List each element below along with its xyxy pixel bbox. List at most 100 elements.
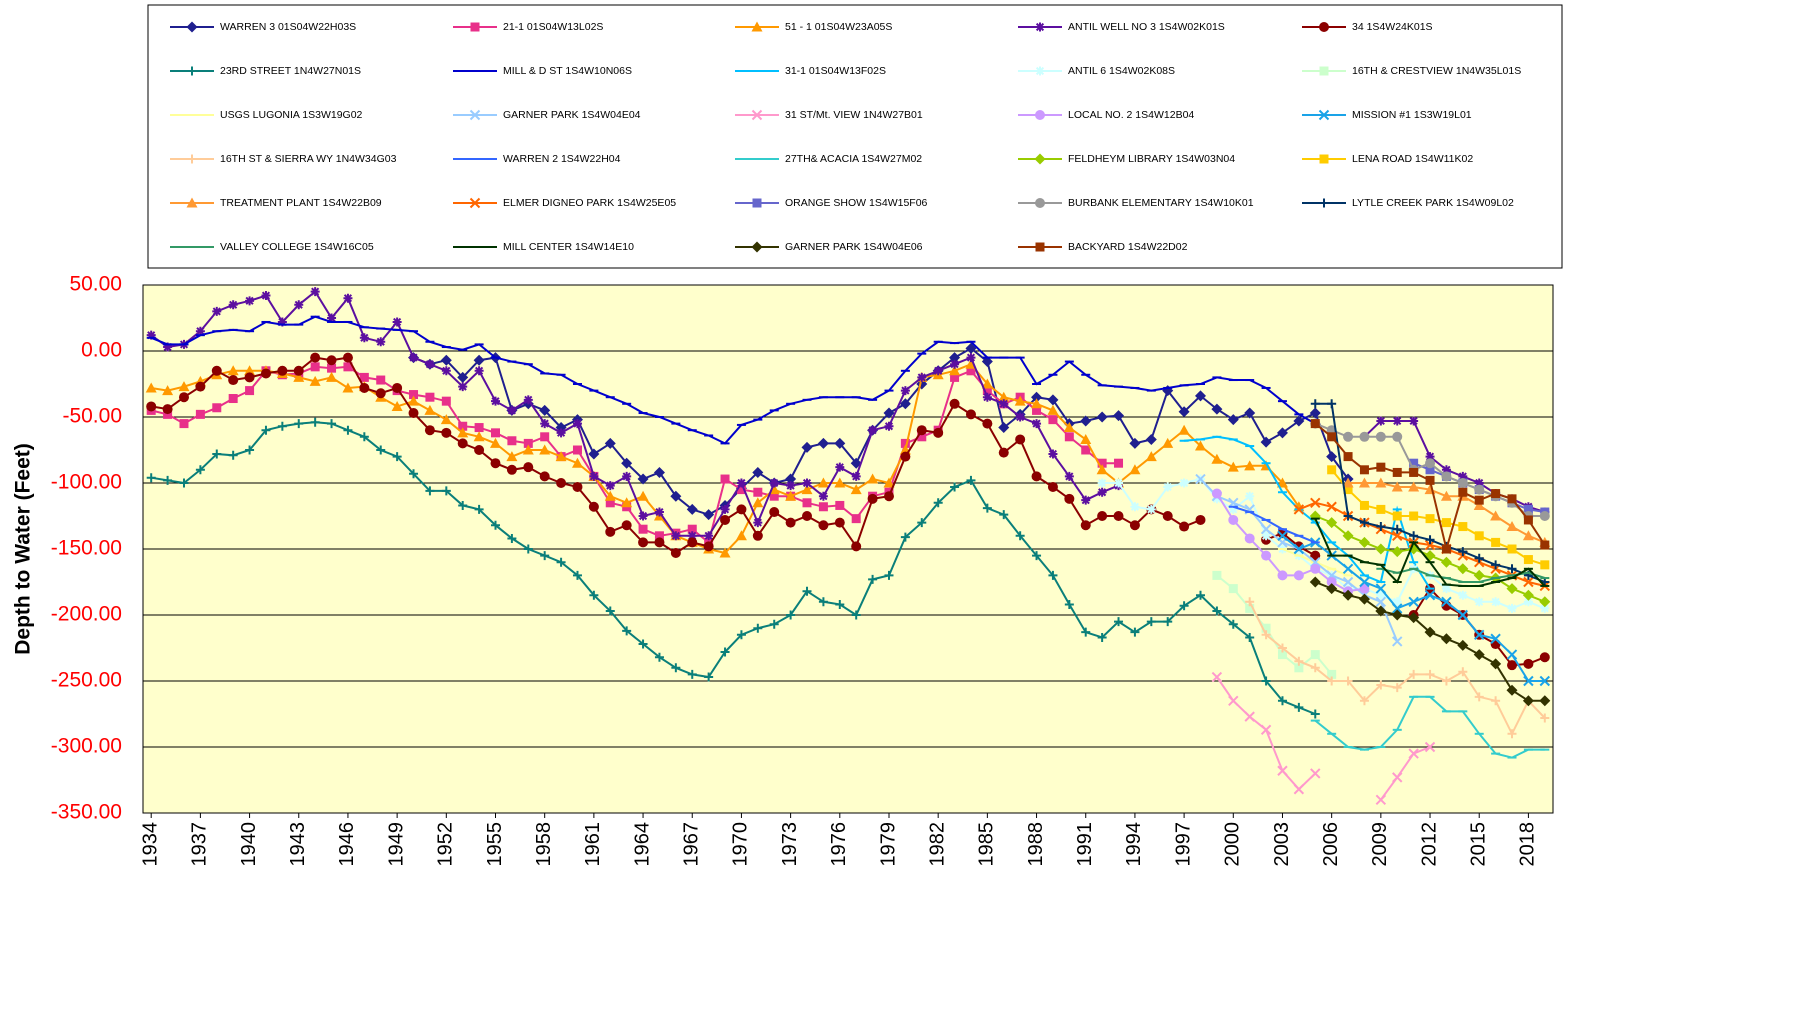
marker bbox=[1474, 484, 1485, 495]
marker bbox=[638, 639, 648, 649]
marker bbox=[1228, 619, 1238, 629]
marker bbox=[850, 484, 862, 495]
marker bbox=[212, 306, 222, 316]
marker bbox=[1097, 487, 1107, 497]
marker bbox=[720, 514, 731, 525]
marker bbox=[491, 396, 500, 406]
marker bbox=[621, 497, 633, 508]
legend-label: 27TH& ACACIA 1S4W27M02 bbox=[785, 153, 922, 165]
legend-marker bbox=[1319, 198, 1329, 208]
marker bbox=[1359, 583, 1370, 594]
marker bbox=[1260, 436, 1272, 448]
legend-marker bbox=[751, 21, 763, 32]
marker bbox=[917, 372, 927, 382]
marker bbox=[1047, 481, 1058, 492]
marker bbox=[966, 353, 976, 363]
marker bbox=[917, 432, 927, 442]
marker bbox=[1195, 440, 1206, 451]
marker bbox=[1441, 596, 1452, 608]
marker bbox=[441, 396, 451, 406]
x-tick-label: 1982 bbox=[926, 822, 948, 867]
marker bbox=[359, 372, 369, 382]
marker bbox=[1457, 639, 1469, 651]
marker bbox=[1408, 481, 1420, 492]
marker bbox=[1473, 649, 1485, 661]
marker bbox=[1507, 564, 1517, 574]
marker bbox=[1343, 676, 1353, 686]
marker bbox=[1277, 696, 1287, 706]
marker bbox=[621, 520, 632, 531]
marker bbox=[376, 375, 386, 385]
marker bbox=[687, 669, 697, 679]
marker bbox=[1343, 431, 1354, 442]
marker bbox=[1277, 530, 1288, 542]
legend-label: ANTIL WELL NO 3 1S4W02K01S bbox=[1068, 21, 1225, 33]
legend-label: LYTLE CREEK PARK 1S4W09L02 bbox=[1352, 197, 1514, 209]
marker bbox=[704, 531, 714, 541]
marker bbox=[163, 409, 173, 419]
marker bbox=[540, 419, 550, 429]
marker bbox=[834, 477, 846, 488]
marker bbox=[146, 473, 156, 483]
legend-marker bbox=[1319, 154, 1329, 164]
marker bbox=[999, 510, 1009, 520]
marker bbox=[1491, 489, 1501, 499]
marker bbox=[653, 466, 665, 478]
y-tick-label: -100.00 bbox=[51, 471, 122, 494]
x-tick-label: 1991 bbox=[1074, 822, 1096, 867]
marker bbox=[1458, 547, 1468, 557]
marker bbox=[1179, 521, 1190, 532]
marker bbox=[457, 371, 469, 383]
marker bbox=[474, 423, 484, 433]
marker bbox=[1342, 477, 1354, 488]
marker bbox=[703, 541, 714, 552]
marker bbox=[1276, 477, 1288, 488]
marker bbox=[1227, 414, 1239, 426]
marker bbox=[490, 458, 501, 469]
marker bbox=[1211, 488, 1222, 499]
marker bbox=[1507, 729, 1517, 739]
marker bbox=[1392, 597, 1402, 607]
marker bbox=[1293, 504, 1305, 515]
marker bbox=[671, 663, 681, 673]
marker bbox=[572, 481, 583, 492]
marker bbox=[1244, 460, 1256, 471]
marker bbox=[719, 547, 731, 558]
marker bbox=[1490, 658, 1502, 670]
marker bbox=[458, 500, 468, 510]
marker bbox=[539, 444, 551, 455]
marker bbox=[1441, 518, 1451, 528]
marker bbox=[1293, 543, 1305, 555]
marker bbox=[1310, 550, 1321, 561]
marker bbox=[1063, 422, 1075, 433]
legend-marker bbox=[1035, 110, 1045, 120]
marker bbox=[1310, 709, 1320, 719]
marker bbox=[195, 465, 205, 475]
marker bbox=[491, 428, 500, 438]
marker bbox=[1523, 576, 1534, 588]
marker bbox=[244, 365, 256, 376]
marker bbox=[1474, 553, 1484, 563]
marker bbox=[1212, 494, 1222, 504]
marker bbox=[474, 445, 485, 455]
marker bbox=[1523, 658, 1534, 669]
x-tick-label: 1940 bbox=[238, 822, 260, 867]
marker bbox=[1522, 589, 1534, 601]
marker bbox=[1196, 590, 1205, 600]
legend-label: LOCAL NO. 2 1S4W12B04 bbox=[1068, 109, 1194, 121]
marker bbox=[425, 359, 435, 369]
marker bbox=[966, 366, 976, 376]
series-line bbox=[1216, 493, 1365, 593]
marker bbox=[506, 451, 518, 462]
marker bbox=[933, 366, 943, 376]
marker bbox=[228, 450, 238, 460]
marker bbox=[1392, 416, 1402, 426]
x-tick-label: 1964 bbox=[631, 822, 653, 867]
marker bbox=[670, 490, 682, 502]
marker bbox=[982, 386, 992, 396]
marker bbox=[622, 626, 632, 636]
x-tick-label: 2006 bbox=[1320, 822, 1342, 867]
marker bbox=[1523, 675, 1534, 687]
marker bbox=[1163, 482, 1173, 492]
